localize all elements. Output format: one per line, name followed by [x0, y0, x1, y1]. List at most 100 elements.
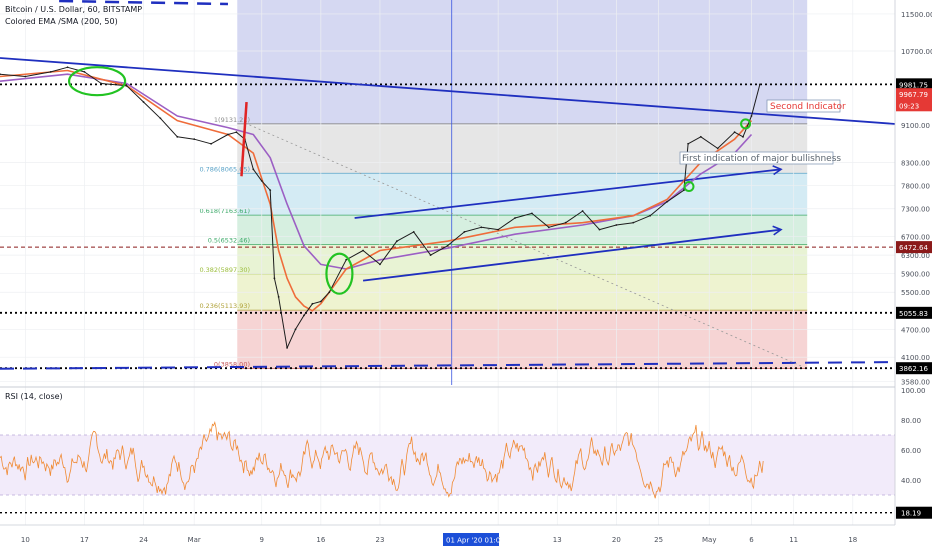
- price-point: [687, 142, 690, 145]
- price-tick-label: 9100.00: [901, 122, 930, 130]
- grid: [0, 0, 932, 525]
- crosshair-date: 01 Apr '20 01:00: [446, 537, 505, 545]
- price-point: [463, 231, 466, 233]
- chart-title: Bitcoin / U.S. Dollar, 60, BITSTAMP: [5, 5, 142, 14]
- price-point: [260, 180, 263, 182]
- price-point: [683, 189, 685, 192]
- price-point: [311, 302, 314, 305]
- lower-channel-line: [362, 228, 782, 282]
- price-point: [142, 101, 145, 103]
- price-tick-label: 6700.00: [901, 234, 930, 242]
- price-point: [0, 73, 1, 76]
- price-tick-label: 4700.00: [901, 326, 930, 334]
- upper-channel-line: [354, 168, 782, 219]
- price-point: [345, 258, 348, 261]
- price-badge-label: 9981.75: [899, 81, 928, 89]
- fib-zone: [237, 0, 808, 124]
- upper-channel-line-arrowhead: [772, 165, 783, 176]
- rsi-band: [0, 435, 895, 495]
- first-indication-label: First indication of major bullishness: [682, 154, 841, 164]
- time-tick-label: May: [702, 536, 716, 544]
- price-tick-label: 4100.00: [901, 354, 930, 362]
- price-point: [514, 217, 516, 219]
- price-badge: [896, 241, 932, 254]
- price-badge: [896, 306, 932, 319]
- price-badge: [896, 362, 932, 375]
- time-tick-label: 9: [260, 536, 264, 544]
- rsi-title: RSI (14, close): [5, 392, 63, 401]
- price-tick-label: 7800.00: [901, 183, 930, 191]
- price-point: [429, 254, 432, 257]
- price-point: [531, 212, 533, 215]
- fib-level-label: 0.618(7163.61): [199, 207, 250, 215]
- price-point: [446, 244, 449, 247]
- green-circle-highlight: [325, 252, 354, 295]
- price-point: [319, 300, 322, 303]
- price-tick-label: 5500.00: [901, 289, 930, 297]
- price-tick-label: 5900.00: [901, 271, 930, 279]
- price-point: [395, 240, 398, 243]
- price-point: [252, 168, 255, 171]
- price-point: [100, 82, 103, 85]
- price-point: [699, 135, 702, 138]
- price-point: [159, 117, 162, 120]
- price-point: [83, 70, 86, 73]
- price-point: [269, 189, 272, 192]
- price-point: [497, 228, 500, 231]
- price-tick-label: 6300.00: [901, 252, 930, 260]
- price-tick-label: 7300.00: [901, 206, 930, 214]
- fib-zone: [237, 215, 808, 245]
- price-point: [49, 70, 52, 73]
- fib-level-label: 0.382(5897.30): [199, 266, 250, 274]
- first-indication-box: [679, 151, 834, 165]
- sma-50-line: [0, 69, 753, 312]
- fib-zone: [237, 310, 808, 369]
- red-mark-line: [240, 101, 248, 177]
- ema-200-line: [0, 73, 753, 270]
- time-tick-label: 16: [316, 536, 325, 544]
- time-tick-label: 11: [789, 536, 798, 544]
- price-point: [362, 249, 364, 252]
- fib-level-label: 0.5(6532.46): [208, 236, 250, 244]
- price-point: [547, 226, 550, 229]
- fib-level-label: 0(3858.00): [214, 360, 250, 368]
- fib-level-label: 0.236(5113.93): [199, 302, 250, 310]
- time-tick-label: 24: [139, 536, 148, 544]
- price-point: [303, 314, 305, 317]
- price-point: [750, 115, 753, 117]
- price-point: [286, 346, 288, 349]
- fib-level-label: 1(9131.21): [214, 116, 250, 124]
- price-point: [193, 138, 196, 141]
- time-tick-label: 23: [375, 536, 384, 544]
- price-point: [412, 231, 415, 233]
- price-point: [598, 228, 601, 231]
- fib-zone: [237, 123, 808, 174]
- time-tick-label: 6: [749, 536, 754, 544]
- price-point: [328, 291, 331, 294]
- price-series: [0, 66, 761, 349]
- price-point: [125, 84, 128, 87]
- price-point: [564, 221, 567, 224]
- green-small-circle: [683, 180, 695, 192]
- price-point: [227, 133, 229, 136]
- price-badge-label: 9967.79: [899, 91, 928, 99]
- price-point: [632, 221, 635, 224]
- crosshair-date-badge: [443, 533, 499, 546]
- price-point: [581, 210, 584, 212]
- rsi-badge: [896, 506, 932, 519]
- price-badge-label: 3862.16: [899, 365, 928, 373]
- rsi-tick-label: 100.00: [901, 387, 926, 395]
- rsi-badge-label: 18.19: [901, 510, 921, 518]
- price-point: [210, 142, 212, 145]
- blue-dashed-top: [59, 0, 228, 6]
- second-indicator-box: [766, 99, 841, 113]
- price-point: [716, 147, 719, 150]
- time-tick-label: 10: [21, 536, 30, 544]
- price-point: [480, 226, 483, 229]
- price-point: [66, 66, 69, 69]
- descending-trendline: [0, 57, 926, 128]
- price-point: [615, 224, 618, 226]
- rsi-tick-label: 80.00: [901, 417, 921, 425]
